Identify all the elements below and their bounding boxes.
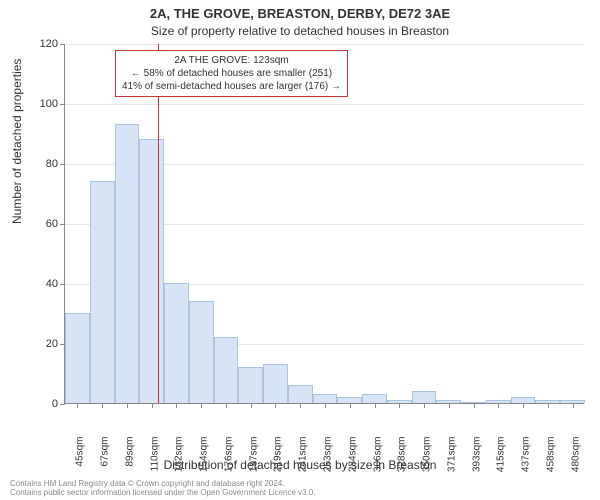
x-tick-mark [350,403,351,408]
histogram-bar [238,367,263,403]
x-tick-mark [548,403,549,408]
x-tick-mark [251,403,252,408]
y-tick-mark [60,164,65,165]
histogram-bar [214,337,239,403]
plot-area: 45sqm67sqm89sqm110sqm132sqm154sqm176sqm1… [64,44,584,404]
y-tick-label: 60 [18,218,58,230]
x-tick-mark [325,403,326,408]
x-tick-mark [523,403,524,408]
x-axis-title: Distribution of detached houses by size … [0,458,600,472]
y-tick-label: 40 [18,278,58,290]
footer-line1: Contains HM Land Registry data © Crown c… [10,479,316,489]
annotation-line1: 2A THE GROVE: 123sqm [122,54,341,67]
x-tick-mark [77,403,78,408]
y-tick-mark [60,284,65,285]
x-tick-mark [474,403,475,408]
y-tick-label: 100 [18,98,58,110]
annotation-box: 2A THE GROVE: 123sqm ← 58% of detached h… [115,50,348,97]
y-axis-title: Number of detached properties [10,59,24,224]
histogram-bar [90,181,115,403]
x-tick-mark [152,403,153,408]
footer-line2: Contains public sector information licen… [10,488,316,498]
y-tick-mark [60,104,65,105]
chart-title-main: 2A, THE GROVE, BREASTON, DERBY, DE72 3AE [0,6,600,21]
histogram-bar [362,394,387,403]
x-tick-mark [102,403,103,408]
histogram-bar [189,301,214,403]
x-tick-mark [375,403,376,408]
histogram-bar [139,139,164,403]
reference-line [158,44,159,403]
x-tick-mark [498,403,499,408]
footer-attribution: Contains HM Land Registry data © Crown c… [10,479,316,498]
y-tick-mark [60,224,65,225]
y-tick-label: 80 [18,158,58,170]
annotation-line3: 41% of semi-detached houses are larger (… [122,80,341,93]
x-tick-mark [176,403,177,408]
histogram-bar [65,313,90,403]
chart-title-sub: Size of property relative to detached ho… [0,24,600,38]
histogram-bar [288,385,313,403]
gridline [65,44,584,45]
y-tick-mark [60,44,65,45]
histogram-bar [115,124,140,403]
annotation-line2: ← 58% of detached houses are smaller (25… [122,67,341,80]
x-tick-mark [275,403,276,408]
gridline [65,104,584,105]
x-tick-mark [449,403,450,408]
chart-container: 2A, THE GROVE, BREASTON, DERBY, DE72 3AE… [0,0,600,500]
x-tick-mark [226,403,227,408]
y-tick-label: 0 [18,398,58,410]
x-tick-mark [300,403,301,408]
histogram-bar [263,364,288,403]
y-tick-label: 20 [18,338,58,350]
y-tick-label: 120 [18,38,58,50]
x-tick-mark [201,403,202,408]
histogram-bar [313,394,338,403]
x-tick-mark [424,403,425,408]
y-tick-mark [60,404,65,405]
x-tick-mark [127,403,128,408]
histogram-bar [412,391,437,403]
x-tick-mark [573,403,574,408]
x-tick-mark [399,403,400,408]
histogram-bar [164,283,189,403]
